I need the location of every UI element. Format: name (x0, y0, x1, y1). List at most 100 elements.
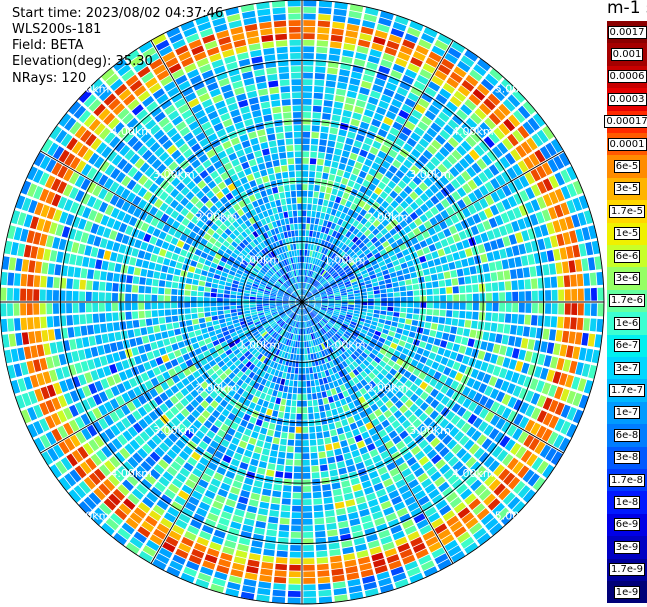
range-gate-cell (383, 185, 393, 195)
range-gate-cell (224, 228, 232, 236)
range-gate-cell (524, 201, 535, 214)
range-gate-cell (92, 292, 99, 301)
range-gate-cell (314, 294, 320, 298)
range-gate-cell (244, 572, 258, 581)
range-gate-cell (144, 214, 154, 224)
range-gate-cell (302, 427, 309, 433)
range-gate-cell (378, 494, 389, 504)
range-gate-cell (175, 519, 188, 530)
range-gate-cell (206, 430, 216, 439)
range-gate-cell (173, 246, 182, 255)
range-gate-cell (312, 310, 318, 315)
range-gate-cell (45, 175, 56, 189)
range-gate-cell (227, 427, 236, 436)
range-gate-cell (362, 273, 369, 278)
range-gate-cell (364, 319, 372, 324)
range-gate-cell (341, 335, 348, 342)
range-gate-cell (309, 347, 313, 354)
range-gate-cell (371, 476, 382, 486)
range-gate-cell (188, 424, 198, 434)
range-gate-cell (467, 257, 475, 266)
range-gate-cell (154, 332, 162, 341)
range-gate-cell (221, 408, 230, 417)
range-gate-cell (431, 99, 444, 110)
range-gate-cell (360, 256, 368, 263)
range-gate-cell (353, 257, 360, 263)
range-gate-cell (303, 571, 316, 578)
range-gate-cell (175, 154, 186, 165)
range-gate-cell (371, 433, 380, 442)
range-gate-cell (511, 280, 518, 290)
range-gate-cell (266, 284, 273, 289)
range-gate-cell (133, 507, 147, 519)
range-gate-cell (4, 240, 13, 255)
range-gate-cell (196, 190, 205, 200)
range-gate-cell (542, 178, 553, 192)
range-gate-cell (496, 83, 510, 97)
range-gate-cell (292, 341, 296, 347)
range-gate-cell (547, 431, 559, 446)
range-gate-cell (367, 198, 375, 206)
range-gate-cell (413, 296, 420, 302)
range-gate-cell (497, 271, 504, 281)
range-gate-cell (310, 244, 314, 251)
range-gate-cell (226, 278, 233, 283)
range-gate-cell (289, 300, 296, 302)
range-gate-cell (374, 252, 381, 259)
range-gate-cell (413, 308, 420, 314)
range-gate-cell (494, 160, 505, 173)
range-gate-cell (278, 279, 284, 285)
range-gate-cell (479, 470, 492, 482)
range-gate-cell (163, 437, 174, 448)
range-gate-cell (204, 467, 215, 477)
range-gate-cell (407, 302, 414, 308)
range-gate-cell (248, 363, 256, 371)
range-gate-cell (542, 193, 553, 207)
range-gate-cell (285, 406, 291, 413)
range-gate-cell (165, 251, 173, 259)
range-gate-cell (36, 373, 46, 386)
range-gate-cell (393, 92, 406, 103)
range-gate-cell (307, 284, 311, 290)
range-gate-cell (334, 323, 341, 329)
range-gate-cell (318, 7, 332, 15)
range-gate-cell (312, 399, 318, 406)
range-gate-cell (339, 69, 350, 77)
range-gate-cell (324, 404, 331, 411)
range-gate-cell (225, 498, 236, 508)
range-gate-cell (200, 381, 209, 390)
range-gate-cell (206, 321, 213, 327)
range-gate-cell (442, 486, 454, 498)
range-gate-cell (418, 138, 430, 148)
range-gate-cell (181, 484, 193, 495)
range-gate-cell (374, 439, 384, 448)
range-gate-cell (250, 296, 256, 300)
range-gate-cell (256, 236, 263, 244)
range-gate-cell (260, 329, 266, 335)
range-gate-cell (385, 195, 394, 204)
range-gate-cell (318, 589, 332, 597)
range-gate-cell (407, 63, 420, 73)
range-gate-cell (308, 299, 315, 301)
range-gate-cell (534, 149, 546, 163)
range-gate-cell (317, 398, 324, 406)
range-gate-cell (324, 273, 330, 279)
range-gate-cell (121, 522, 135, 535)
range-gate-cell (290, 296, 296, 300)
range-gate-cell (356, 550, 369, 559)
range-gate-cell (214, 253, 222, 260)
range-gate-cell (215, 269, 222, 276)
range-gate-cell (322, 262, 327, 269)
range-gate-cell (425, 161, 436, 172)
range-gate-cell (28, 199, 38, 214)
range-gate-cell (200, 205, 209, 214)
range-gate-cell (109, 456, 121, 468)
range-gate-cell (218, 558, 231, 568)
range-gate-cell (366, 252, 373, 259)
range-gate-cell (356, 440, 366, 449)
range-gate-cell (348, 346, 356, 353)
range-gate-cell (465, 347, 473, 356)
range-gate-cell (398, 484, 410, 495)
range-gate-cell (379, 348, 387, 355)
range-gate-cell (361, 352, 368, 359)
